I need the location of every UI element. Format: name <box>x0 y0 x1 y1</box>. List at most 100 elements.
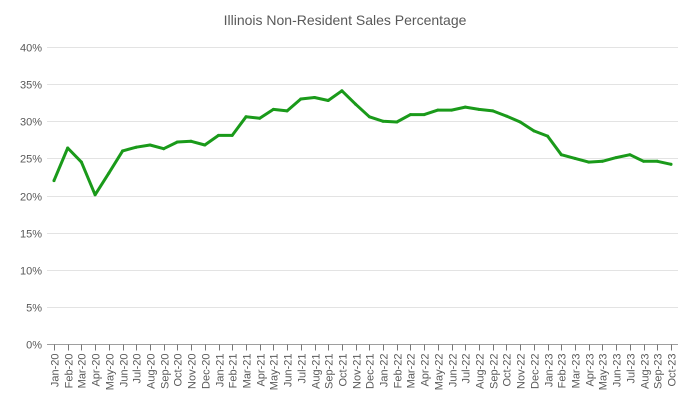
data-point <box>491 109 495 113</box>
data-point <box>477 107 481 111</box>
data-point <box>381 119 385 123</box>
data-point <box>299 97 303 101</box>
data-point <box>148 143 152 147</box>
data-point <box>367 115 371 119</box>
y-tick-label: 15% <box>20 229 42 241</box>
y-tick-label: 40% <box>20 43 42 55</box>
x-tick-label: Sep-22 <box>489 354 501 389</box>
data-point <box>326 99 330 102</box>
x-tick-label: Sep-20 <box>160 354 172 389</box>
x-tick-label: Sep-21 <box>324 354 336 389</box>
x-tick-label: Dec-21 <box>365 354 377 389</box>
y-tick-label: 5% <box>26 303 42 315</box>
y-tick-label: 25% <box>20 154 42 166</box>
data-point <box>395 120 399 124</box>
x-tick-label: Feb-21 <box>228 354 240 389</box>
x-tick-label: May-21 <box>269 354 281 391</box>
data-point <box>230 133 234 137</box>
x-tick-label: Apr-22 <box>420 354 432 387</box>
x-tick-label: Jan-21 <box>215 354 227 388</box>
x-tick-label: Oct-22 <box>502 354 514 387</box>
data-point <box>175 140 179 144</box>
data-point <box>79 160 83 164</box>
x-tick-label: Jul-22 <box>461 354 473 384</box>
data-point <box>271 107 275 111</box>
x-tick-label: Jul-20 <box>132 354 144 384</box>
data-point <box>285 109 289 113</box>
data-point <box>313 96 316 99</box>
x-tick-label: Aug-21 <box>311 354 323 389</box>
data-point <box>93 193 97 197</box>
series-line <box>52 89 673 197</box>
x-tick-label: Jan-23 <box>544 354 556 388</box>
data-point <box>107 171 111 175</box>
y-axis: 0% 5% 10% 15% 20% 25% 30% 35% 40% <box>20 43 42 352</box>
x-axis: Jan-20 Feb-20 Mar-20 Apr-20 May-20 Jun-20 Jul-… <box>47 344 679 391</box>
y-tick-label: 0% <box>26 340 42 352</box>
x-tick-label: Jun-23 <box>612 354 624 388</box>
data-point <box>52 179 56 183</box>
x-tick-label: Jul-23 <box>626 354 638 384</box>
x-tick-label: Jul-21 <box>297 354 309 384</box>
gridlines <box>47 47 678 308</box>
data-point <box>189 139 193 143</box>
x-tick-label: Oct-20 <box>173 354 185 387</box>
data-point <box>162 147 166 151</box>
y-tick-label: 10% <box>20 266 42 278</box>
x-tick-label: Aug-23 <box>640 354 652 389</box>
data-point <box>559 153 563 157</box>
x-tick-label: Apr-21 <box>256 354 268 387</box>
data-point <box>642 159 646 163</box>
y-tick-label: 20% <box>20 192 42 204</box>
data-point <box>463 105 467 109</box>
data-point <box>655 159 659 163</box>
x-tick-label: Apr-23 <box>585 354 597 387</box>
x-tick-label: Nov-22 <box>516 354 528 389</box>
x-tick-label: Dec-22 <box>530 354 542 389</box>
x-tick-label: Mar-23 <box>571 354 583 389</box>
data-point <box>436 108 440 112</box>
data-point <box>518 120 522 124</box>
data-point <box>573 156 577 160</box>
x-tick-label: Mar-21 <box>242 354 254 389</box>
data-point <box>450 108 454 112</box>
x-tick-label: May-23 <box>598 354 610 391</box>
data-point <box>258 116 262 120</box>
x-tick-label: Jun-20 <box>119 354 131 388</box>
x-tick-label: Feb-23 <box>557 354 569 389</box>
data-point <box>409 113 412 117</box>
data-point <box>422 113 426 117</box>
data-point <box>614 156 618 160</box>
x-tick-label: Apr-20 <box>91 354 103 387</box>
x-tick-label: Mar-20 <box>77 354 89 389</box>
x-tick-label: Feb-20 <box>64 354 76 389</box>
x-tick-label: May-22 <box>434 354 446 391</box>
y-tick-label: 30% <box>20 117 42 129</box>
x-tick-label: Jun-21 <box>283 354 295 388</box>
data-point <box>217 133 220 137</box>
x-tick-label: Aug-22 <box>475 354 487 389</box>
data-point <box>340 89 344 93</box>
x-tick-label: Dec-20 <box>201 354 213 389</box>
x-tick-label: Nov-20 <box>187 354 199 389</box>
data-point <box>628 153 632 157</box>
data-point <box>203 143 207 147</box>
data-point <box>134 145 138 149</box>
x-tick-label: Sep-23 <box>653 354 665 389</box>
data-point <box>505 114 508 118</box>
series-layer <box>52 89 673 197</box>
x-tick-label: Mar-22 <box>406 354 418 389</box>
data-point <box>532 129 536 133</box>
y-tick-label: 35% <box>20 80 42 92</box>
data-point <box>669 162 673 166</box>
data-point <box>121 149 125 153</box>
data-point <box>546 134 550 138</box>
x-tick-label: Jun-22 <box>448 354 460 388</box>
data-point <box>600 159 604 163</box>
data-point <box>244 115 248 119</box>
data-point <box>354 102 358 106</box>
x-tick-label: May-20 <box>105 354 117 391</box>
data-point <box>66 146 70 150</box>
data-point <box>587 160 591 164</box>
